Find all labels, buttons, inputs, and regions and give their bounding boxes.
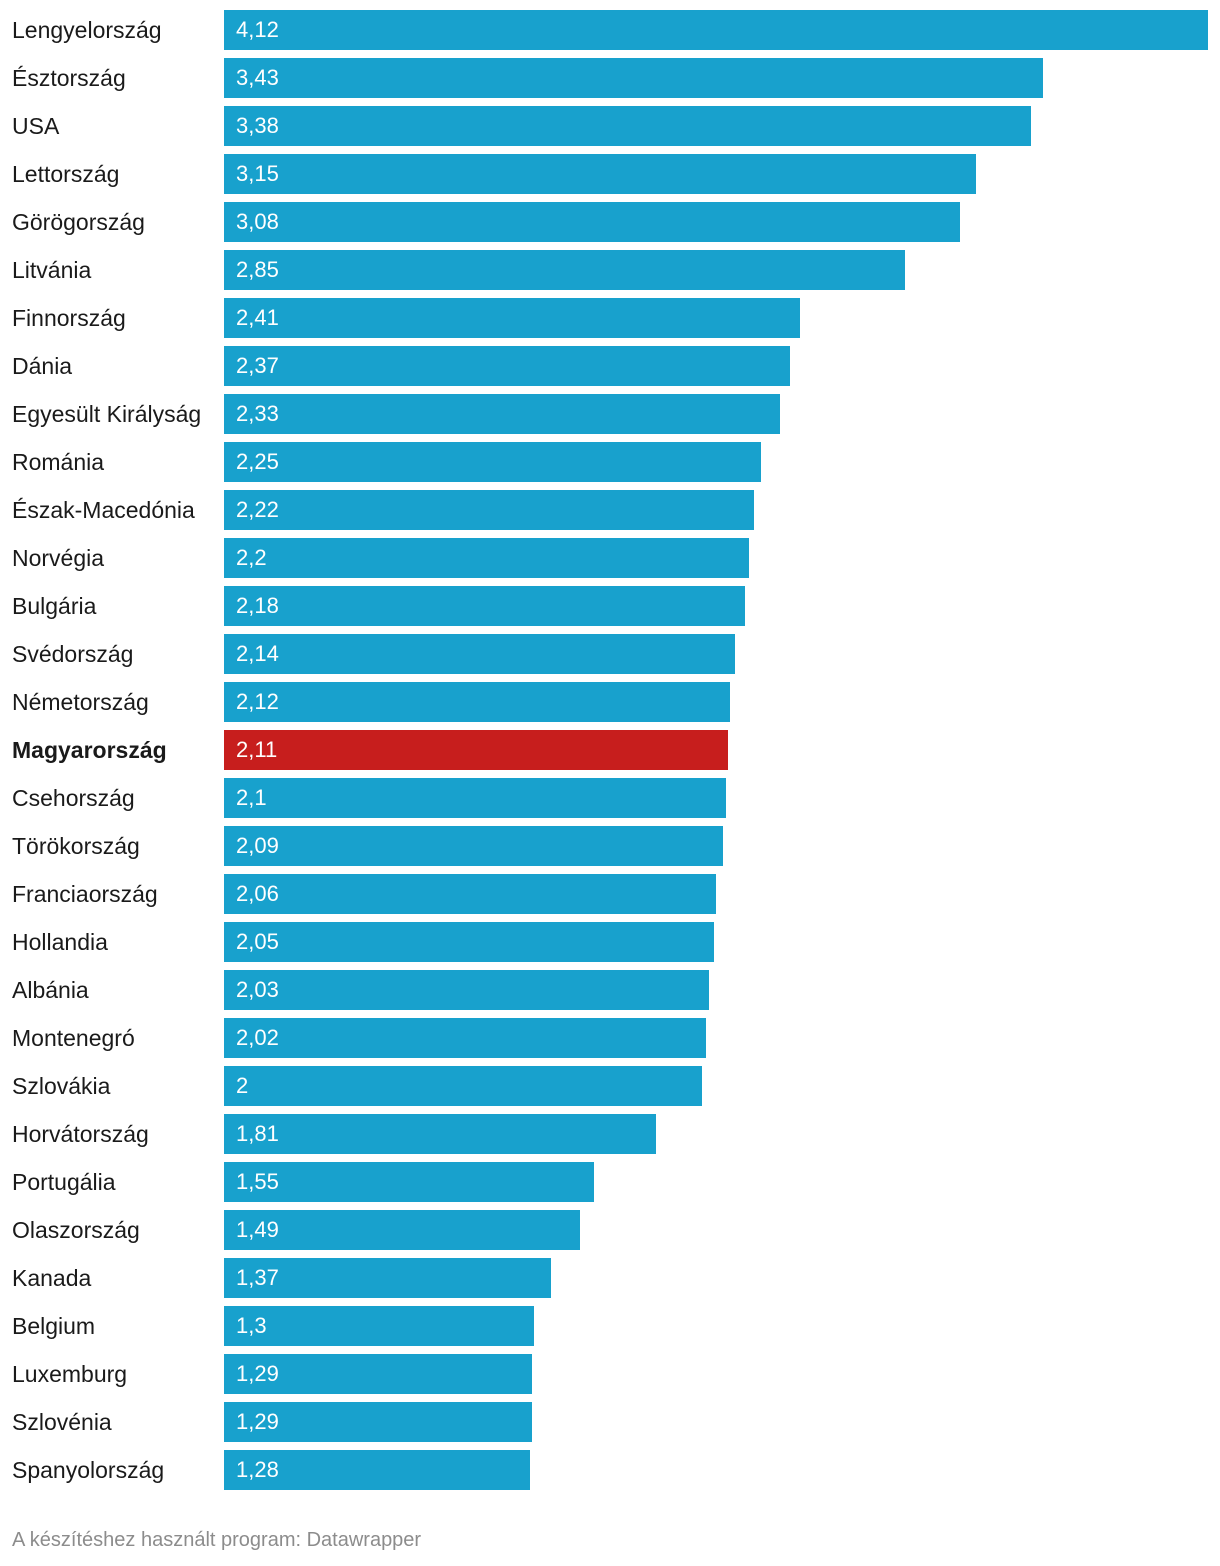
value-label: 1,37 [236,1265,279,1290]
bar [224,682,730,722]
value-label: 3,08 [236,209,279,234]
value-label: 1,3 [236,1313,267,1338]
category-label: Görögország [12,209,145,235]
category-label: Románia [12,449,105,475]
bar [224,1402,532,1442]
category-label: Hollandia [12,929,108,955]
value-label: 2,06 [236,881,279,906]
value-label: 3,38 [236,113,279,138]
bar [224,922,714,962]
bar [224,442,761,482]
category-label: Csehország [12,785,135,811]
value-label: 1,29 [236,1409,279,1434]
category-label: Észtország [12,65,126,91]
bar [224,346,790,386]
bar [224,490,754,530]
bar [224,106,1031,146]
bar [224,538,749,578]
value-label: 1,81 [236,1121,279,1146]
bar [224,778,726,818]
value-label: 2,14 [236,641,279,666]
bar [224,586,745,626]
value-label: 2,09 [236,833,279,858]
value-label: 2,1 [236,785,267,810]
category-label: Lettország [12,161,120,187]
bar [224,1306,534,1346]
category-label: Egyesült Királyság [12,401,202,427]
category-label: Belgium [12,1313,96,1339]
bar [224,1018,706,1058]
category-label: Kanada [12,1265,92,1291]
category-label: Szlovénia [12,1409,112,1435]
value-label: 2,05 [236,929,279,954]
value-label: 1,29 [236,1361,279,1386]
bar-highlight [224,730,728,770]
bar [224,1066,702,1106]
bar [224,874,716,914]
bar [224,1450,530,1490]
bar [224,394,780,434]
category-label: Észak-Macedónia [12,497,195,523]
value-label: 2,33 [236,401,279,426]
source-credit: A készítéshez használt program: Datawrap… [12,1529,422,1551]
bar [224,1258,551,1298]
value-label: 2,2 [236,545,267,570]
value-label: 2,03 [236,977,279,1002]
bar [224,250,905,290]
value-label: 1,49 [236,1217,279,1242]
value-label: 2,41 [236,305,279,330]
value-label: 2,11 [236,737,278,762]
bar [224,1114,656,1154]
category-label: Lengyelország [12,17,162,43]
category-label: Finnország [12,305,126,331]
category-label: Olaszország [12,1217,140,1243]
category-label: Németország [12,689,149,715]
category-label: Litvánia [12,257,92,283]
category-label: Bulgária [12,593,97,619]
category-label: Magyarország [12,737,167,763]
value-label: 2,37 [236,353,279,378]
category-label: Szlovákia [12,1073,111,1099]
bar [224,202,960,242]
bar-chart: Lengyelország 4,12 Észtország 3,43 USA 3,38 Le… [12,10,1208,1490]
value-label: 2 [236,1073,249,1098]
value-label: 2,25 [236,449,279,474]
category-label: Luxemburg [12,1361,128,1387]
category-label: Spanyolország [12,1457,165,1483]
category-label: Horvátország [12,1121,149,1147]
bar [224,1162,594,1202]
bar [224,634,735,674]
value-label: 2,85 [236,257,279,282]
value-label: 4,12 [236,17,279,42]
category-label: Franciaország [12,881,158,907]
category-label: Svédország [12,641,134,667]
bar [224,826,723,866]
category-label: Dánia [12,353,73,379]
value-label: 2,02 [236,1025,279,1050]
category-label: USA [12,113,60,139]
category-label: Portugália [12,1169,116,1195]
bar [224,10,1208,50]
bar [224,970,709,1010]
bar [224,58,1043,98]
category-label: Törökország [12,833,140,859]
bar [224,154,976,194]
category-label: Norvégia [12,545,105,571]
value-label: 2,22 [236,497,279,522]
bar [224,1354,532,1394]
bar [224,298,800,338]
value-label: 2,18 [236,593,279,618]
category-label: Montenegró [12,1025,135,1051]
value-label: 2,12 [236,689,279,714]
category-label: Albánia [12,977,89,1003]
value-label: 1,55 [236,1169,279,1194]
value-label: 1,28 [236,1457,279,1482]
value-label: 3,15 [236,161,279,186]
bar [224,1210,580,1250]
value-label: 3,43 [236,65,279,90]
